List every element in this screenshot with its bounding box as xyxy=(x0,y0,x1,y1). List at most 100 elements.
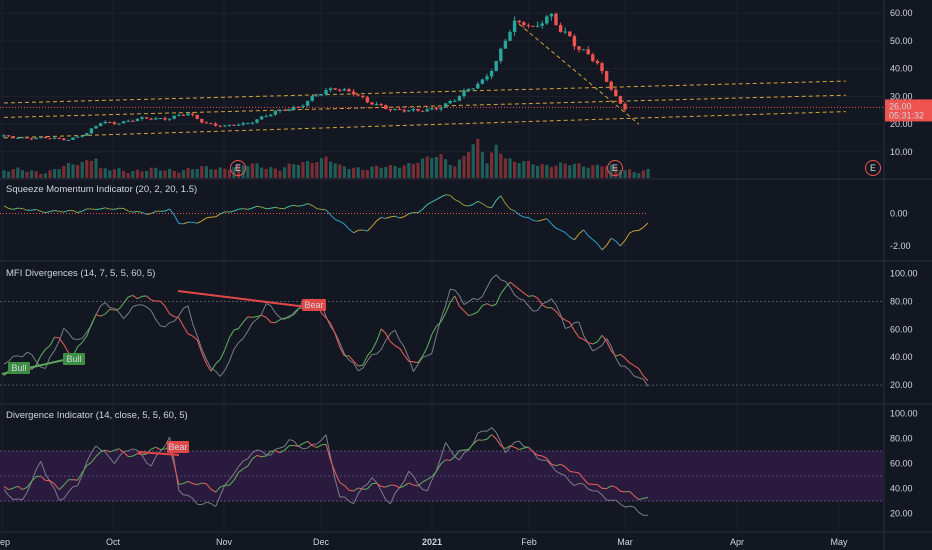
mfi-secondary-line xyxy=(565,326,570,329)
divergence-main-line xyxy=(505,445,511,450)
squeeze-line-segment xyxy=(302,203,308,206)
mfi-bull-label: Bull xyxy=(66,354,81,364)
volume-bar xyxy=(632,171,636,178)
divergence-main-line xyxy=(192,482,198,486)
mfi-main-line xyxy=(104,308,111,315)
mfi-secondary-line xyxy=(247,322,253,332)
divergence-main-line xyxy=(348,489,354,492)
mfi-main-line xyxy=(54,336,60,339)
divergence-secondary-line xyxy=(247,452,253,459)
mfi-secondary-line xyxy=(100,302,106,307)
divergence-main-line xyxy=(551,463,557,467)
candle-body xyxy=(292,106,296,110)
divergence-secondary-line xyxy=(325,434,332,458)
divergence-main-line xyxy=(90,456,97,463)
divergence-main-line xyxy=(519,447,524,451)
candle-body xyxy=(397,108,402,111)
squeeze-line-segment xyxy=(36,208,41,212)
volume-bar xyxy=(163,170,167,178)
mfi-main-line xyxy=(128,294,133,298)
candle-body xyxy=(112,122,117,124)
divergence-secondary-line xyxy=(63,491,69,500)
divergence-secondary-line xyxy=(321,434,327,441)
mfi-secondary-line xyxy=(26,351,32,355)
divergence-main-line xyxy=(238,468,244,473)
candle-body xyxy=(453,100,457,102)
candle-body xyxy=(577,46,581,50)
candle-body xyxy=(163,118,167,120)
volume-bar xyxy=(131,171,135,178)
volume-bar xyxy=(572,163,576,178)
divergence-secondary-line xyxy=(59,498,64,501)
divergence-main-line xyxy=(431,471,437,477)
volume-bar xyxy=(264,168,268,178)
divergence-main-line xyxy=(385,484,391,488)
divergence-secondary-line xyxy=(569,481,575,486)
squeeze-line-segment xyxy=(353,229,359,234)
squeeze-line-segment xyxy=(643,222,649,228)
volume-bar xyxy=(595,164,599,178)
divergence-secondary-line xyxy=(546,460,552,466)
squeeze-line-segment xyxy=(381,216,386,219)
divergence-secondary-line xyxy=(49,481,56,490)
squeeze-line-segment xyxy=(335,219,340,222)
countdown-label: 05:31:32 xyxy=(889,110,924,120)
candle-body xyxy=(172,115,176,119)
mfi-secondary-line xyxy=(141,304,147,308)
squeeze-line-segment xyxy=(196,220,203,224)
divergence-secondary-line xyxy=(380,490,387,501)
mfi-secondary-line xyxy=(528,305,534,312)
divergence-main-line xyxy=(449,456,456,461)
divergence-secondary-line xyxy=(408,470,414,477)
divergence-main-line xyxy=(569,470,575,473)
divergence-secondary-line xyxy=(192,498,198,505)
squeeze-line-segment xyxy=(298,204,304,207)
divergence-secondary-line xyxy=(472,432,479,444)
x-tick-label: Nov xyxy=(216,537,233,547)
volume-bar xyxy=(591,165,595,178)
candle-body xyxy=(572,36,577,47)
divergence-secondary-line xyxy=(389,493,396,505)
mfi-main-line xyxy=(330,323,336,335)
mfi-main-line xyxy=(431,325,437,335)
volume-bar xyxy=(214,169,218,178)
volume-bar xyxy=(255,163,259,178)
divergence-main-line xyxy=(141,453,147,456)
volume-bar xyxy=(637,173,641,178)
mfi-main-line xyxy=(491,303,497,307)
squeeze-line-segment xyxy=(408,212,414,215)
mfi-main-line xyxy=(118,302,125,310)
volume-bar xyxy=(467,151,471,178)
squeeze-line-segment xyxy=(615,240,621,247)
divergence-secondary-line xyxy=(261,450,267,456)
squeeze-line-segment xyxy=(54,209,60,212)
mfi-secondary-line xyxy=(587,342,594,352)
squeeze-line-segment xyxy=(509,208,515,212)
mfi-secondary-line xyxy=(514,294,520,300)
candle-body xyxy=(554,13,558,26)
volume-bar xyxy=(154,167,158,178)
volume-bar xyxy=(618,169,622,178)
candle-body xyxy=(407,110,411,112)
divergence-secondary-line xyxy=(316,439,322,445)
mfi-secondary-line xyxy=(109,307,115,309)
volume-bar xyxy=(292,164,296,178)
squeeze-line-segment xyxy=(31,208,37,211)
price-y-tick: 50.00 xyxy=(890,36,913,46)
squeeze-line-segment xyxy=(638,226,644,231)
divergence-secondary-line xyxy=(302,447,308,450)
mfi-secondary-line xyxy=(252,318,258,324)
price-y-tick: 30.00 xyxy=(890,91,913,101)
volume-bar xyxy=(540,164,544,178)
divergence-main-line xyxy=(555,463,561,467)
mfi-secondary-line xyxy=(578,321,585,336)
divergence-secondary-line xyxy=(206,501,212,504)
divergence-main-line xyxy=(261,455,267,458)
volume-bar xyxy=(71,164,75,178)
mfi-main-line xyxy=(252,315,258,318)
squeeze-line-segment xyxy=(532,219,538,222)
divergence-secondary-line xyxy=(385,499,391,505)
candle-body xyxy=(43,137,48,139)
divergence-secondary-line xyxy=(104,451,111,459)
